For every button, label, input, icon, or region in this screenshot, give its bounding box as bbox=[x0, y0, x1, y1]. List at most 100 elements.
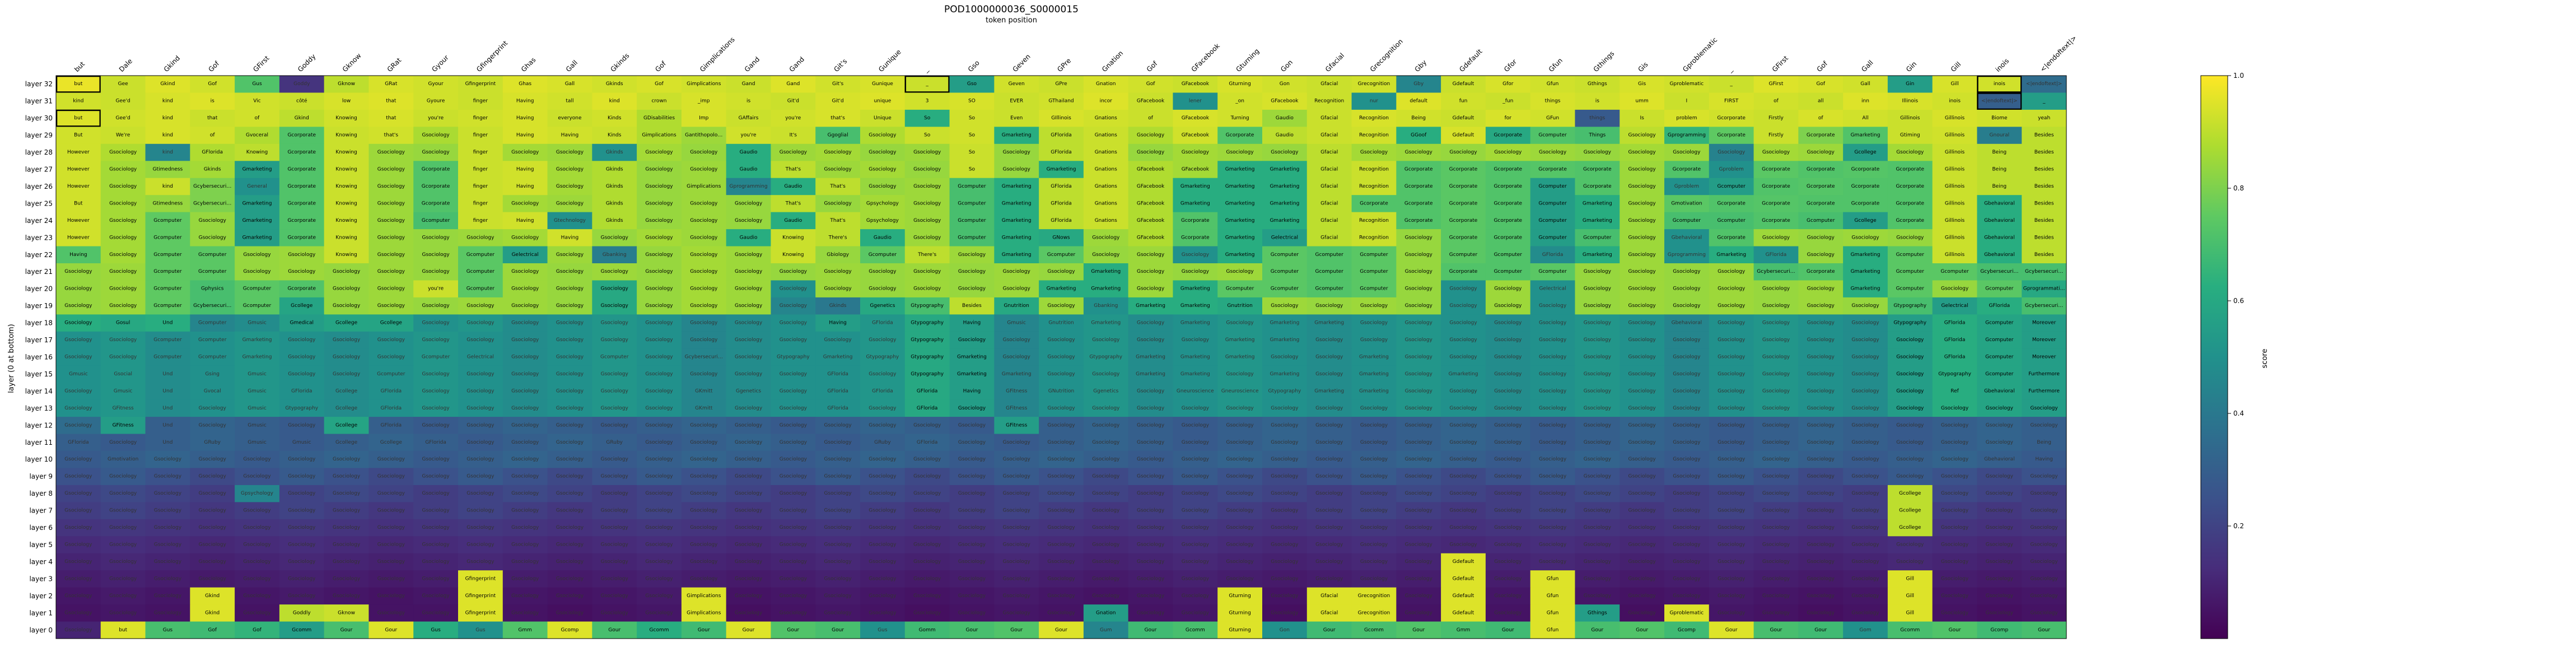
heatmap-cell bbox=[368, 348, 414, 366]
cell-label: Gdefault bbox=[1453, 610, 1474, 616]
heatmap-cell bbox=[1753, 109, 1799, 127]
cell-label: Gtypography bbox=[911, 303, 944, 309]
heatmap-cell bbox=[1575, 127, 1620, 145]
heatmap-cell bbox=[1620, 553, 1665, 571]
cell-label: Gsociology bbox=[1003, 286, 1031, 292]
heatmap-cell bbox=[860, 212, 906, 230]
cell-label: Gsociology bbox=[1896, 440, 1924, 445]
heatmap-cell bbox=[1709, 468, 1754, 486]
cell-label: Gkinds bbox=[204, 167, 221, 173]
cell-label: Being bbox=[1992, 167, 2007, 173]
cell-label: Gsociology bbox=[1494, 457, 1522, 462]
y-tick-label: layer 26 bbox=[25, 183, 53, 190]
heatmap-cell bbox=[904, 178, 950, 196]
cell-label: Gkind bbox=[160, 81, 175, 87]
heatmap-cell bbox=[904, 229, 950, 247]
heatmap-cell bbox=[949, 451, 995, 468]
cell-label: Gsociology bbox=[466, 388, 494, 394]
cell-label: Gsociology bbox=[64, 422, 92, 428]
heatmap-cell bbox=[1798, 348, 1844, 366]
cell-label: Gsociology bbox=[1226, 474, 1254, 480]
heatmap-cell bbox=[592, 399, 637, 417]
heatmap-cell bbox=[1039, 365, 1084, 383]
cell-label: Gbanking bbox=[603, 252, 627, 258]
heatmap-cell bbox=[2022, 434, 2067, 451]
cell-label: Gsociology bbox=[1405, 252, 1433, 258]
cell-label: Gsociology bbox=[1673, 422, 1701, 428]
heatmap-cell bbox=[2022, 621, 2067, 639]
heatmap-cell bbox=[1173, 365, 1218, 383]
cell-label: Gelectrical bbox=[467, 355, 494, 360]
heatmap-cell bbox=[681, 399, 727, 417]
cell-label: Gsociology bbox=[1092, 542, 1120, 548]
heatmap-cell bbox=[1262, 468, 1308, 486]
cell-label: Gsociology bbox=[1986, 491, 2014, 496]
heatmap-cell bbox=[771, 536, 816, 554]
heatmap-cell bbox=[1753, 92, 1799, 110]
cell-label: Gsociology bbox=[1762, 610, 1790, 616]
cell-label: Gsociology bbox=[1047, 610, 1075, 616]
y-tick-label: layer 9 bbox=[29, 473, 53, 481]
cell-label: problem bbox=[1676, 115, 1697, 121]
cell-label: Gcomp bbox=[561, 627, 578, 633]
cell-label: Gsociology bbox=[1851, 542, 1879, 548]
heatmap-cell bbox=[1351, 399, 1397, 417]
cell-label: Gcomm bbox=[650, 627, 669, 633]
heatmap-cell bbox=[1217, 178, 1263, 196]
heatmap-cell bbox=[815, 263, 861, 281]
heatmap-cell bbox=[1798, 178, 1844, 196]
heatmap-cell bbox=[637, 399, 682, 417]
heatmap-cell bbox=[1887, 314, 1933, 332]
cell-label: Gsociology bbox=[601, 320, 629, 326]
heatmap-cell bbox=[190, 263, 235, 281]
heatmap-cell bbox=[771, 417, 816, 435]
cell-label: Gsociology bbox=[958, 610, 986, 616]
cell-label: Gsociology bbox=[199, 559, 227, 565]
heatmap-cell bbox=[368, 297, 414, 315]
heatmap-cell bbox=[1620, 314, 1665, 332]
cell-label: GFlorida bbox=[1989, 303, 2010, 309]
heatmap-cell bbox=[190, 195, 235, 213]
heatmap-cell bbox=[1262, 331, 1308, 349]
cell-label: Gcomputer bbox=[153, 303, 182, 309]
heatmap-cell bbox=[547, 451, 592, 468]
heatmap-cell bbox=[994, 246, 1039, 264]
heatmap-cell bbox=[771, 229, 816, 247]
cell-label: Gsociology bbox=[377, 286, 405, 292]
heatmap-cell bbox=[815, 553, 861, 571]
cell-label: Gsociology bbox=[824, 508, 852, 514]
heatmap-cell bbox=[235, 212, 280, 230]
heatmap-cell bbox=[1485, 434, 1531, 451]
heatmap-cell bbox=[815, 604, 861, 622]
heatmap-cell bbox=[994, 212, 1039, 230]
cell-label: GPre bbox=[1055, 81, 1067, 87]
heatmap-cell bbox=[1575, 348, 1620, 366]
cell-label: Gcomputer bbox=[869, 252, 897, 258]
heatmap-cell bbox=[145, 331, 190, 349]
cell-label: Gmarketing bbox=[1091, 320, 1121, 326]
cell-label: Gcybersecuri… bbox=[685, 355, 723, 360]
cell-label: Gmarketing bbox=[242, 201, 272, 206]
heatmap-cell bbox=[100, 92, 146, 110]
cell-label: Gsociology bbox=[735, 286, 763, 292]
heatmap-cell bbox=[1887, 92, 1933, 110]
y-tick-label: layer 24 bbox=[25, 217, 53, 225]
cell-label: Gcomputer bbox=[1896, 286, 1925, 292]
cell-label: Recognition bbox=[1359, 133, 1389, 138]
y-tick-label: layer 30 bbox=[25, 114, 53, 122]
cell-label: Gsociology bbox=[1137, 252, 1165, 258]
cell-label: Gsociology bbox=[1003, 440, 1031, 445]
cell-label: Gsociology bbox=[1628, 133, 1656, 138]
cell-label: Gsociology bbox=[824, 474, 852, 480]
cell-label: Gmarketing bbox=[1314, 388, 1344, 394]
heatmap-cell bbox=[279, 553, 325, 571]
heatmap-cell bbox=[1753, 451, 1799, 468]
cell-label: Gbehavioral bbox=[1984, 457, 2015, 462]
highlight-box bbox=[1977, 75, 2022, 93]
heatmap-cell bbox=[1351, 92, 1397, 110]
cell-label: Gsociology bbox=[601, 559, 629, 565]
cell-label: Gsociology bbox=[1449, 508, 1477, 514]
cell-label: Gillinois bbox=[1945, 133, 1965, 138]
heatmap-cell bbox=[1441, 331, 1486, 349]
cell-label: Recognition bbox=[1359, 235, 1389, 240]
